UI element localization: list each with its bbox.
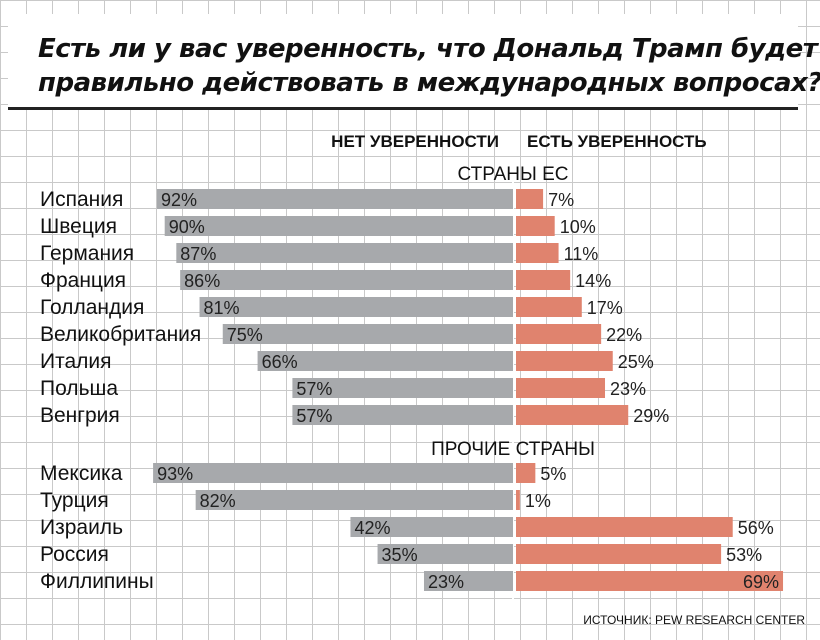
header-confident: ЕСТЬ УВЕРЕННОСТЬ xyxy=(527,132,707,151)
value-label-confident: 17% xyxy=(587,298,623,318)
value-label-not-confident: 35% xyxy=(382,545,418,565)
category-label: Польша xyxy=(40,377,118,400)
category-label: Россия xyxy=(40,543,109,566)
category-label: Мексика xyxy=(40,462,123,485)
bar-confident xyxy=(516,270,571,290)
bar-not-confident xyxy=(176,243,513,263)
bar-not-confident xyxy=(153,463,513,483)
bar-confident xyxy=(516,378,606,398)
bar-not-confident xyxy=(195,490,513,510)
value-label-not-confident: 82% xyxy=(200,491,236,511)
value-label-not-confident: 66% xyxy=(262,352,298,372)
bar-confident xyxy=(516,297,582,317)
category-label: Израиль xyxy=(40,516,123,539)
value-label-not-confident: 42% xyxy=(354,518,390,538)
value-label-confident: 53% xyxy=(726,545,762,565)
bar-not-confident xyxy=(377,544,513,564)
category-label: Великобритания xyxy=(40,323,201,346)
bar-confident xyxy=(516,490,520,510)
value-label-not-confident: 86% xyxy=(184,271,220,291)
chart-title-line-1: Есть ли у вас уверенность, что Дональд Т… xyxy=(38,34,818,64)
category-label: Швеция xyxy=(40,215,117,238)
category-label: Голландия xyxy=(40,296,144,319)
source-label: ИСТОЧНИК: PEW RESEARCH CENTER xyxy=(583,613,805,627)
value-label-not-confident: 90% xyxy=(169,217,205,237)
category-label: Турция xyxy=(40,489,109,512)
value-label-confident: 29% xyxy=(633,406,669,426)
bar-not-confident xyxy=(423,571,513,591)
value-label-not-confident: 57% xyxy=(296,379,332,399)
value-label-confident: 7% xyxy=(548,190,574,210)
bar-confident xyxy=(516,463,536,483)
bar-confident xyxy=(516,243,559,263)
value-label-confident: 10% xyxy=(560,217,596,237)
bar-not-confident xyxy=(199,297,513,317)
value-label-not-confident: 81% xyxy=(204,298,240,318)
category-label: Венгрия xyxy=(40,404,120,427)
bar-not-confident xyxy=(257,351,513,371)
value-label-confident: 5% xyxy=(540,464,566,484)
bar-confident xyxy=(516,571,784,591)
group-label: ПРОЧИЕ СТРАНЫ xyxy=(431,439,595,460)
bar-confident xyxy=(516,517,733,537)
value-label-not-confident: 93% xyxy=(157,464,193,484)
category-label: Филлипины xyxy=(40,570,154,593)
bar-not-confident xyxy=(156,189,513,209)
bar-confident xyxy=(516,216,555,236)
bar-not-confident xyxy=(292,405,513,425)
category-label: Германия xyxy=(40,242,134,265)
bar-confident xyxy=(516,189,544,209)
value-label-confident: 22% xyxy=(606,325,642,345)
value-label-confident: 69% xyxy=(743,572,779,592)
value-label-not-confident: 57% xyxy=(296,406,332,426)
value-label-confident: 56% xyxy=(738,518,774,538)
value-label-not-confident: 75% xyxy=(227,325,263,345)
bar-not-confident xyxy=(180,270,513,290)
value-label-confident: 1% xyxy=(525,491,551,511)
header-not-confident: НЕТ УВЕРЕННОСТИ xyxy=(331,132,499,151)
bar-not-confident xyxy=(350,517,513,537)
category-label: Франция xyxy=(40,269,126,292)
bar-confident xyxy=(516,405,629,425)
bar-confident xyxy=(516,351,613,371)
bar-confident xyxy=(516,324,602,344)
value-label-not-confident: 23% xyxy=(428,572,464,592)
value-label-confident: 11% xyxy=(564,244,599,264)
value-label-not-confident: 87% xyxy=(180,244,216,264)
bar-not-confident xyxy=(292,378,513,398)
bar-confident xyxy=(516,544,722,564)
value-label-confident: 25% xyxy=(618,352,654,372)
value-label-not-confident: 92% xyxy=(161,190,197,210)
value-label-confident: 23% xyxy=(610,379,646,399)
chart-title-line-2: правильно действовать в международных во… xyxy=(38,68,820,98)
category-label: Испания xyxy=(40,188,123,211)
bar-not-confident xyxy=(222,324,513,344)
value-label-confident: 14% xyxy=(575,271,611,291)
title-box: Есть ли у вас уверенность, что Дональд Т… xyxy=(8,14,820,110)
category-label: Италия xyxy=(40,350,112,373)
group-label: СТРАНЫ ЕС xyxy=(458,164,569,185)
bar-not-confident xyxy=(164,216,513,236)
